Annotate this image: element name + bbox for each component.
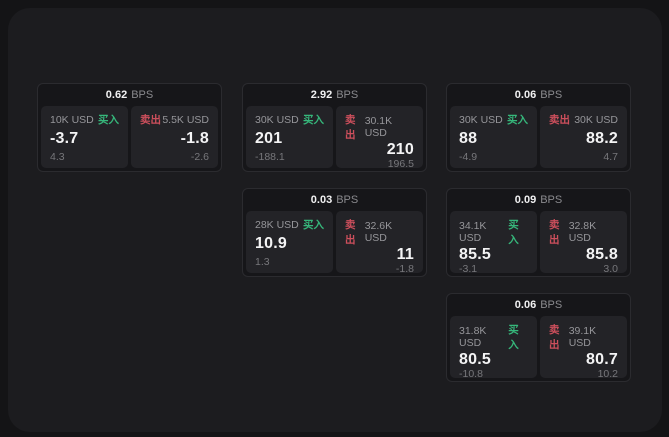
buy-side-label: 买入 xyxy=(508,324,519,351)
bps-unit-label: BPS xyxy=(336,194,359,206)
sell-price: 11 xyxy=(396,246,414,263)
sell-panel[interactable]: 卖出 32.6K USD 11 -1.8 xyxy=(336,211,423,273)
sell-side-label: 卖出 xyxy=(549,219,560,246)
buy-price: 85.5 xyxy=(459,246,491,263)
buy-amount: 34.1K USD xyxy=(459,220,487,244)
buy-side-label: 买入 xyxy=(508,219,519,246)
buy-panel[interactable]: 30K USD 买入 88 -4.9 xyxy=(450,106,537,168)
sell-delta: -1.8 xyxy=(395,263,414,273)
sell-amount: 5.5K USD xyxy=(162,113,209,126)
quote-card: 0.03 BPS 28K USD 买入 10.9 1.3 卖出 32.6K US… xyxy=(242,188,427,277)
bps-value: 0.06 xyxy=(514,89,537,101)
bps-header: 0.09 BPS xyxy=(447,189,630,211)
buy-amount: 28K USD xyxy=(255,218,299,231)
buy-side-label: 买入 xyxy=(303,219,324,231)
sell-delta: 4.7 xyxy=(603,151,618,163)
bps-unit-label: BPS xyxy=(540,194,563,206)
sell-panel[interactable]: 卖出 5.5K USD -1.8 -2.6 xyxy=(131,106,218,168)
sell-delta: 10.2 xyxy=(597,368,618,378)
bps-unit-label: BPS xyxy=(131,89,154,101)
bps-header: 0.06 BPS xyxy=(447,84,630,106)
buy-panel[interactable]: 10K USD 买入 -3.7 4.3 xyxy=(41,106,128,168)
bps-header: 0.06 BPS xyxy=(447,294,630,316)
buy-delta: -10.8 xyxy=(459,368,483,378)
buy-price: 10.9 xyxy=(255,235,287,252)
sell-price: 88.2 xyxy=(586,130,618,147)
buy-amount: 10K USD xyxy=(50,113,94,126)
sell-panel[interactable]: 卖出 32.8K USD 85.8 3.0 xyxy=(540,211,627,273)
bps-unit-label: BPS xyxy=(540,299,563,311)
buy-panel[interactable]: 31.8K USD 买入 80.5 -10.8 xyxy=(450,316,537,378)
sell-amount: 32.6K USD xyxy=(364,220,393,244)
buy-delta: -4.9 xyxy=(459,151,478,163)
sell-side-label: 卖出 xyxy=(345,219,356,246)
buy-price: 201 xyxy=(255,130,283,147)
buy-delta: 4.3 xyxy=(50,151,65,163)
buy-price: -3.7 xyxy=(50,130,79,147)
sell-price: -1.8 xyxy=(180,130,209,147)
sell-side-label: 卖出 xyxy=(549,114,570,126)
buy-side-label: 买入 xyxy=(507,114,528,126)
sell-amount: 32.8K USD xyxy=(568,220,597,244)
sell-price: 210 xyxy=(386,141,414,158)
buy-panel[interactable]: 34.1K USD 买入 85.5 -3.1 xyxy=(450,211,537,273)
quote-card: 2.92 BPS 30K USD 买入 201 -188.1 卖出 30.1K … xyxy=(242,83,427,172)
buy-delta: -3.1 xyxy=(459,263,478,273)
sell-delta: -2.6 xyxy=(190,151,209,163)
bps-value: 0.09 xyxy=(514,194,537,206)
quote-card: 0.09 BPS 34.1K USD 买入 85.5 -3.1 卖出 32.8K… xyxy=(446,188,631,277)
sell-amount: 39.1K USD xyxy=(568,325,597,349)
buy-panel[interactable]: 28K USD 买入 10.9 1.3 xyxy=(246,211,333,273)
sell-price: 80.7 xyxy=(586,351,618,368)
sell-price: 85.8 xyxy=(586,246,618,263)
buy-panel[interactable]: 30K USD 买入 201 -188.1 xyxy=(246,106,333,168)
buy-side-label: 买入 xyxy=(303,114,324,126)
quote-card: 0.06 BPS 31.8K USD 买入 80.5 -10.8 卖出 39.1… xyxy=(446,293,631,382)
quote-card: 0.06 BPS 30K USD 买入 88 -4.9 卖出 30K USD 8… xyxy=(446,83,631,172)
buy-delta: -188.1 xyxy=(255,151,285,163)
bps-unit-label: BPS xyxy=(336,89,359,101)
buy-amount: 31.8K USD xyxy=(459,325,487,349)
sell-side-label: 卖出 xyxy=(345,114,356,141)
sell-panel[interactable]: 卖出 30K USD 88.2 4.7 xyxy=(540,106,627,168)
sell-delta: 196.5 xyxy=(387,158,414,168)
bps-unit-label: BPS xyxy=(540,89,563,101)
bps-value: 0.03 xyxy=(310,194,333,206)
sell-panel[interactable]: 卖出 39.1K USD 80.7 10.2 xyxy=(540,316,627,378)
sell-amount: 30.1K USD xyxy=(364,115,393,139)
buy-amount: 30K USD xyxy=(459,113,503,126)
bps-header: 0.62 BPS xyxy=(38,84,221,106)
bps-value: 2.92 xyxy=(310,89,333,101)
bps-header: 2.92 BPS xyxy=(243,84,426,106)
app-background-panel: 0.62 BPS 10K USD 买入 -3.7 4.3 卖出 5.5K USD… xyxy=(8,8,662,432)
sell-side-label: 卖出 xyxy=(140,114,161,126)
quote-card: 0.62 BPS 10K USD 买入 -3.7 4.3 卖出 5.5K USD… xyxy=(37,83,222,172)
buy-amount: 30K USD xyxy=(255,113,299,126)
buy-price: 88 xyxy=(459,130,478,147)
buy-delta: 1.3 xyxy=(255,256,270,268)
sell-side-label: 卖出 xyxy=(549,324,560,351)
buy-price: 80.5 xyxy=(459,351,491,368)
bps-header: 0.03 BPS xyxy=(243,189,426,211)
sell-delta: 3.0 xyxy=(603,263,618,273)
sell-panel[interactable]: 卖出 30.1K USD 210 196.5 xyxy=(336,106,423,168)
sell-amount: 30K USD xyxy=(574,113,618,126)
bps-value: 0.62 xyxy=(105,89,128,101)
buy-side-label: 买入 xyxy=(98,114,119,126)
bps-value: 0.06 xyxy=(514,299,537,311)
